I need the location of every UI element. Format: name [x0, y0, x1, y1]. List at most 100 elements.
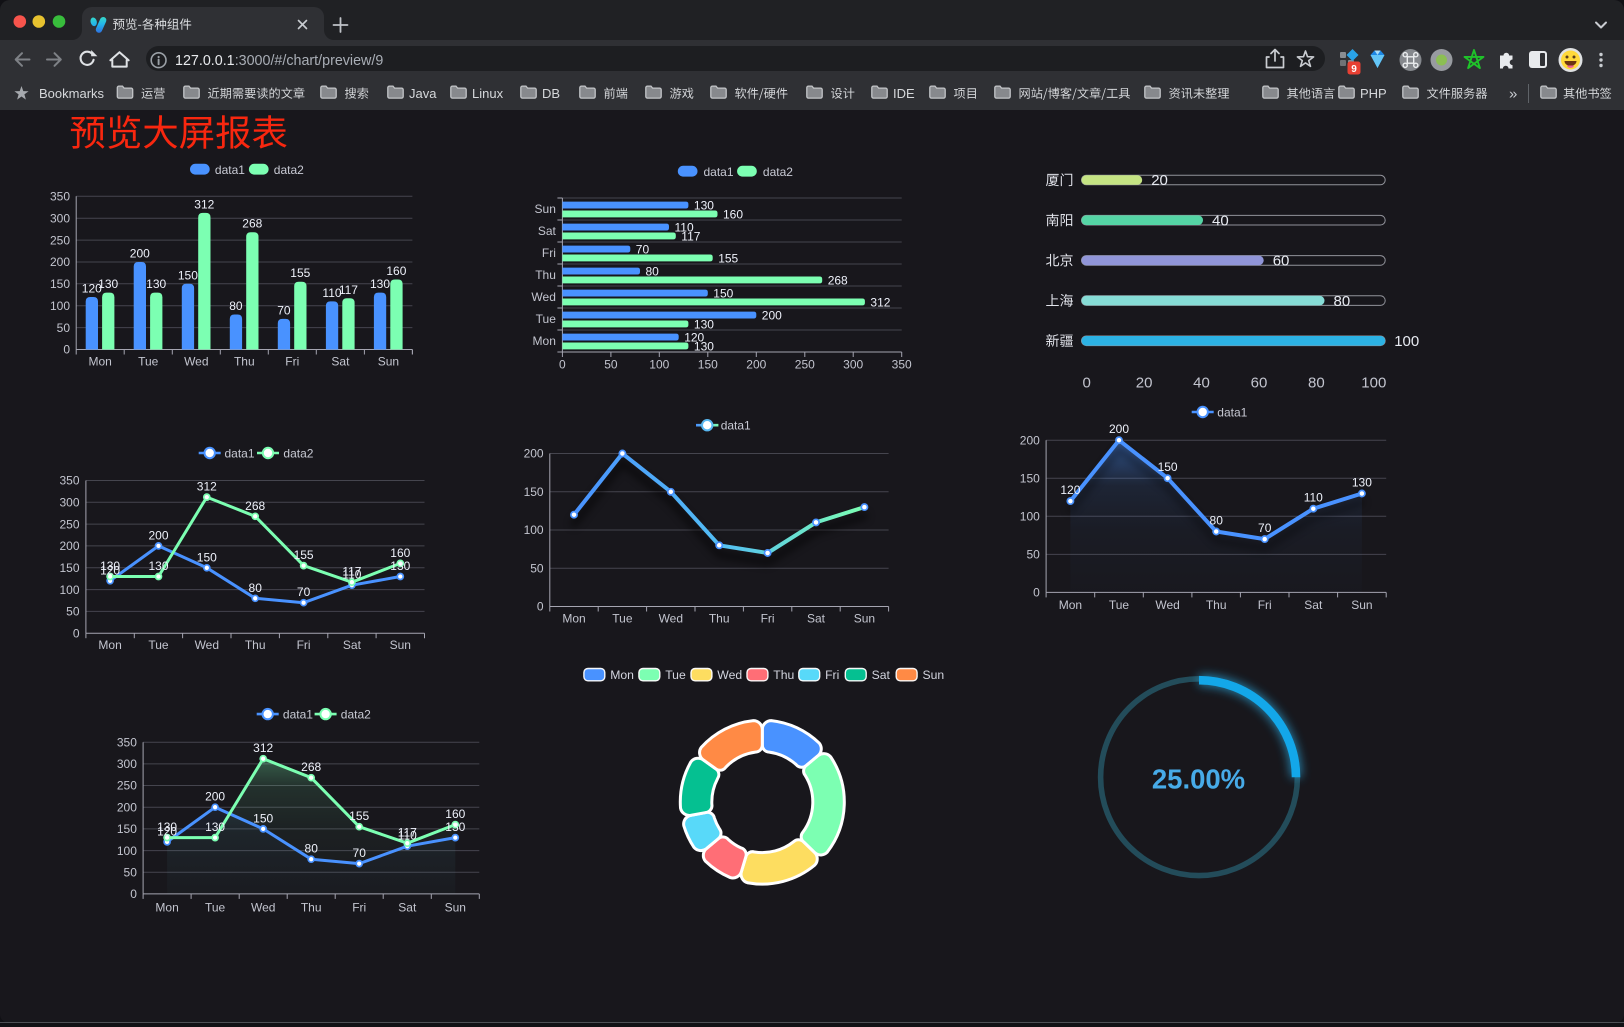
- svg-text:300: 300: [50, 211, 70, 225]
- svg-text:50: 50: [66, 605, 80, 619]
- svg-text:Wed: Wed: [531, 290, 555, 304]
- svg-text:150: 150: [59, 561, 79, 575]
- svg-text:200: 200: [130, 247, 150, 261]
- svg-text:data1: data1: [721, 418, 751, 432]
- svg-text:130: 130: [370, 277, 390, 291]
- svg-text:20: 20: [1151, 172, 1168, 189]
- svg-text:155: 155: [290, 266, 310, 280]
- svg-text:110: 110: [675, 221, 694, 235]
- svg-text:100: 100: [1361, 375, 1386, 392]
- svg-text:150: 150: [117, 822, 137, 836]
- svg-text:130: 130: [445, 820, 465, 834]
- svg-text:Sun: Sun: [390, 638, 411, 652]
- svg-text:Wed: Wed: [184, 355, 208, 369]
- svg-text:268: 268: [245, 499, 265, 513]
- svg-text:70: 70: [277, 303, 291, 317]
- svg-text:155: 155: [294, 548, 314, 562]
- svg-text:data2: data2: [283, 446, 313, 460]
- svg-text:120: 120: [82, 282, 102, 296]
- svg-text:130: 130: [148, 559, 168, 573]
- svg-text:80: 80: [249, 581, 263, 595]
- svg-text:Fri: Fri: [352, 900, 366, 914]
- svg-text:80: 80: [305, 842, 319, 856]
- svg-text:312: 312: [197, 480, 217, 494]
- svg-text:Wed: Wed: [1155, 598, 1179, 612]
- svg-text:200: 200: [762, 309, 782, 323]
- svg-text:data2: data2: [341, 707, 371, 721]
- svg-text:50: 50: [604, 358, 618, 372]
- svg-text:150: 150: [253, 811, 273, 825]
- svg-text:80: 80: [646, 265, 660, 279]
- svg-text:50: 50: [57, 321, 71, 335]
- svg-text:130: 130: [694, 340, 714, 354]
- svg-text:0: 0: [537, 600, 544, 614]
- svg-text:200: 200: [746, 358, 766, 372]
- svg-text:120: 120: [100, 563, 120, 577]
- svg-text:Thu: Thu: [301, 900, 322, 914]
- svg-text:160: 160: [386, 264, 406, 278]
- svg-text:data1: data1: [704, 165, 734, 179]
- svg-text:Mon: Mon: [1059, 598, 1082, 612]
- svg-text:117: 117: [339, 283, 358, 297]
- svg-text:Sat: Sat: [872, 668, 891, 682]
- svg-text:130: 130: [1352, 476, 1372, 490]
- svg-text:Sun: Sun: [535, 202, 556, 216]
- svg-text:350: 350: [59, 474, 79, 488]
- svg-text:160: 160: [723, 208, 743, 222]
- svg-text:Bookmarks: Bookmarks: [39, 86, 105, 101]
- svg-text:130: 130: [157, 820, 177, 834]
- svg-text:Tue: Tue: [205, 900, 226, 914]
- svg-text:Sat: Sat: [343, 638, 362, 652]
- svg-text:IDE: IDE: [893, 86, 915, 101]
- svg-text:80: 80: [1308, 375, 1325, 392]
- svg-text:200: 200: [59, 539, 79, 553]
- svg-text:Thu: Thu: [1206, 598, 1227, 612]
- svg-text:130: 130: [146, 277, 166, 291]
- svg-text:312: 312: [253, 741, 273, 755]
- svg-text:150: 150: [524, 485, 544, 499]
- svg-text:117: 117: [398, 826, 417, 840]
- svg-text:50: 50: [1026, 548, 1040, 562]
- svg-text:Fri: Fri: [285, 355, 299, 369]
- svg-text:200: 200: [205, 790, 225, 804]
- svg-text:200: 200: [117, 800, 137, 814]
- svg-text:155: 155: [349, 809, 369, 823]
- svg-text:Sat: Sat: [1304, 598, 1323, 612]
- svg-text:Sat: Sat: [398, 900, 417, 914]
- svg-text:110: 110: [342, 568, 361, 582]
- svg-text:0: 0: [73, 626, 80, 640]
- svg-text:80: 80: [1210, 514, 1224, 528]
- svg-text:350: 350: [117, 735, 137, 749]
- svg-text:50: 50: [124, 865, 138, 879]
- svg-text:300: 300: [117, 757, 137, 771]
- svg-text:130: 130: [694, 199, 714, 213]
- svg-text:200: 200: [524, 447, 544, 461]
- svg-text:150: 150: [1158, 460, 1178, 474]
- svg-text:Sun: Sun: [445, 900, 466, 914]
- svg-text:Thu: Thu: [245, 638, 266, 652]
- svg-text:268: 268: [301, 760, 321, 774]
- svg-text:130: 130: [98, 277, 118, 291]
- svg-text:Wed: Wed: [659, 611, 683, 625]
- svg-text:80: 80: [1334, 293, 1351, 310]
- svg-text:Fri: Fri: [542, 246, 556, 260]
- svg-text:Mon: Mon: [155, 900, 178, 914]
- svg-text:Sat: Sat: [331, 355, 350, 369]
- svg-text:0: 0: [1033, 586, 1040, 600]
- svg-text:100: 100: [50, 299, 70, 313]
- svg-text:Tue: Tue: [138, 355, 159, 369]
- svg-text::3000/#/chart/preview/9: :3000/#/chart/preview/9: [235, 53, 384, 69]
- svg-text:Fri: Fri: [761, 611, 775, 625]
- svg-text:200: 200: [1109, 422, 1129, 436]
- svg-text:130: 130: [205, 820, 225, 834]
- svg-text:312: 312: [194, 197, 214, 211]
- svg-text:Mon: Mon: [610, 668, 634, 682]
- svg-text:160: 160: [390, 546, 410, 560]
- svg-text:130: 130: [390, 559, 410, 573]
- svg-text:130: 130: [100, 559, 120, 573]
- svg-text:268: 268: [242, 217, 262, 231]
- svg-text:150: 150: [1020, 471, 1040, 485]
- svg-text:150: 150: [50, 277, 70, 291]
- svg-text:150: 150: [197, 550, 217, 564]
- svg-text:250: 250: [59, 517, 79, 531]
